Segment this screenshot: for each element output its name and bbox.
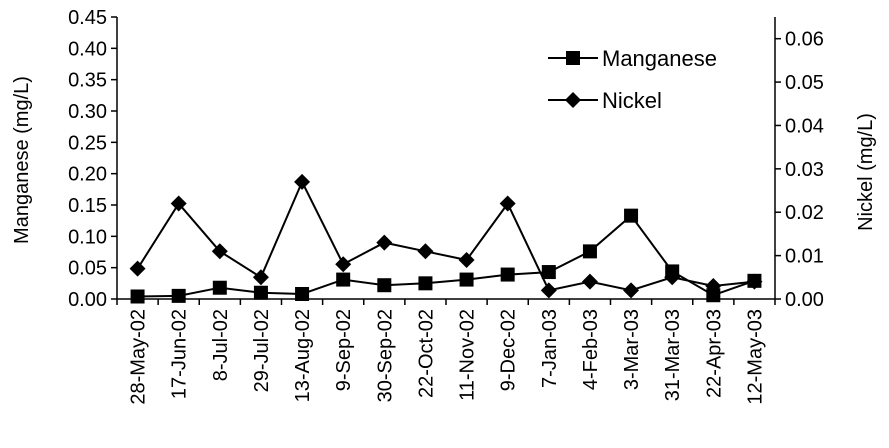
left-tick-label: 0.00 (68, 289, 107, 311)
data-point-manganese (212, 280, 227, 295)
x-tick-label: 4-Feb-03 (580, 309, 602, 390)
x-tick-label: 22-Oct-02 (415, 309, 437, 398)
data-point-nickel (746, 273, 763, 290)
left-tick-label: 0.15 (68, 195, 107, 217)
data-point-nickel (211, 243, 228, 260)
right-tick-label: 0.04 (785, 115, 824, 137)
left-tick-label: 0.40 (68, 38, 107, 60)
x-tick-label: 29-Jul-02 (251, 309, 273, 392)
data-point-manganese (582, 244, 597, 259)
x-tick-label: 11-Nov-02 (457, 309, 479, 401)
data-point-manganese (171, 288, 186, 303)
data-point-manganese (541, 265, 556, 280)
series-layer (129, 173, 763, 304)
right-axis-title: Nickel (mg/L) (855, 113, 877, 231)
x-tick-label: 30-Sep-02 (374, 309, 396, 402)
data-point-nickel (458, 251, 475, 268)
x-tick-label: 22-Apr-03 (703, 309, 725, 398)
series-line-nickel (136, 179, 755, 292)
x-tick-label: 3-Mar-03 (621, 309, 643, 390)
legend-marker-square (566, 51, 580, 65)
data-point-nickel (170, 195, 187, 212)
left-tick-label: 0.30 (68, 101, 107, 123)
left-tick-label: 0.45 (68, 7, 107, 29)
legend-marker-diamond (565, 92, 581, 108)
legend-label-nickel: Nickel (602, 88, 662, 113)
left-tick-label: 0.35 (68, 70, 107, 92)
series-line-manganese (137, 214, 755, 298)
x-tick-label: 9-Dec-02 (498, 309, 520, 391)
data-point-manganese (253, 285, 268, 300)
right-tick-label: 0.05 (785, 72, 824, 94)
left-tick-label: 0.05 (68, 258, 107, 280)
data-point-nickel (581, 273, 598, 290)
x-tick-label: 17-Jun-02 (169, 309, 191, 399)
data-point-manganese (500, 267, 515, 282)
right-tick-label: 0.00 (785, 289, 824, 311)
data-point-nickel (499, 195, 516, 212)
axes-layer: 0.00 0.05 0.10 0.15 0.20 0.25 0.30 0.35 0.40 0.45… (68, 7, 824, 405)
data-point-nickel (540, 282, 557, 299)
left-axis-title: Manganese (mg/L) (11, 76, 33, 244)
data-point-manganese (418, 276, 433, 291)
right-tick-label: 0.01 (785, 246, 824, 268)
data-point-manganese (377, 278, 392, 293)
x-tick-label: 9-Sep-02 (333, 309, 355, 391)
right-tick-label: 0.02 (785, 202, 824, 224)
data-point-nickel (294, 173, 311, 190)
left-tick-label: 0.20 (68, 164, 107, 186)
data-point-nickel (376, 234, 393, 251)
legend-label-manganese: Manganese (602, 46, 717, 71)
data-point-manganese (130, 289, 145, 304)
data-point-manganese (624, 208, 639, 223)
x-tick-label: 31-Mar-03 (662, 309, 684, 401)
right-tick-label: 0.03 (785, 159, 824, 181)
data-point-manganese (295, 286, 310, 301)
x-tick-label: 13-Aug-02 (292, 309, 314, 402)
data-point-nickel (623, 282, 640, 299)
right-tick-label: 0.06 (785, 29, 824, 51)
left-tick-label: 0.25 (68, 132, 107, 154)
data-point-nickel (664, 269, 681, 286)
data-point-nickel (129, 260, 146, 277)
x-tick-label: 12-May-03 (744, 309, 766, 405)
data-point-nickel (252, 269, 269, 286)
x-tick-label: 8-Jul-02 (210, 309, 232, 381)
data-point-manganese (459, 272, 474, 287)
data-point-nickel (705, 277, 722, 294)
data-point-nickel (417, 243, 434, 260)
data-point-manganese (706, 288, 721, 303)
x-tick-label: 7-Jan-03 (539, 309, 561, 388)
x-tick-label: 28-May-02 (128, 309, 150, 405)
data-point-nickel (335, 256, 352, 273)
data-point-manganese (336, 272, 351, 287)
left-tick-label: 0.10 (68, 226, 107, 248)
legend: Manganese Nickel (548, 46, 717, 113)
